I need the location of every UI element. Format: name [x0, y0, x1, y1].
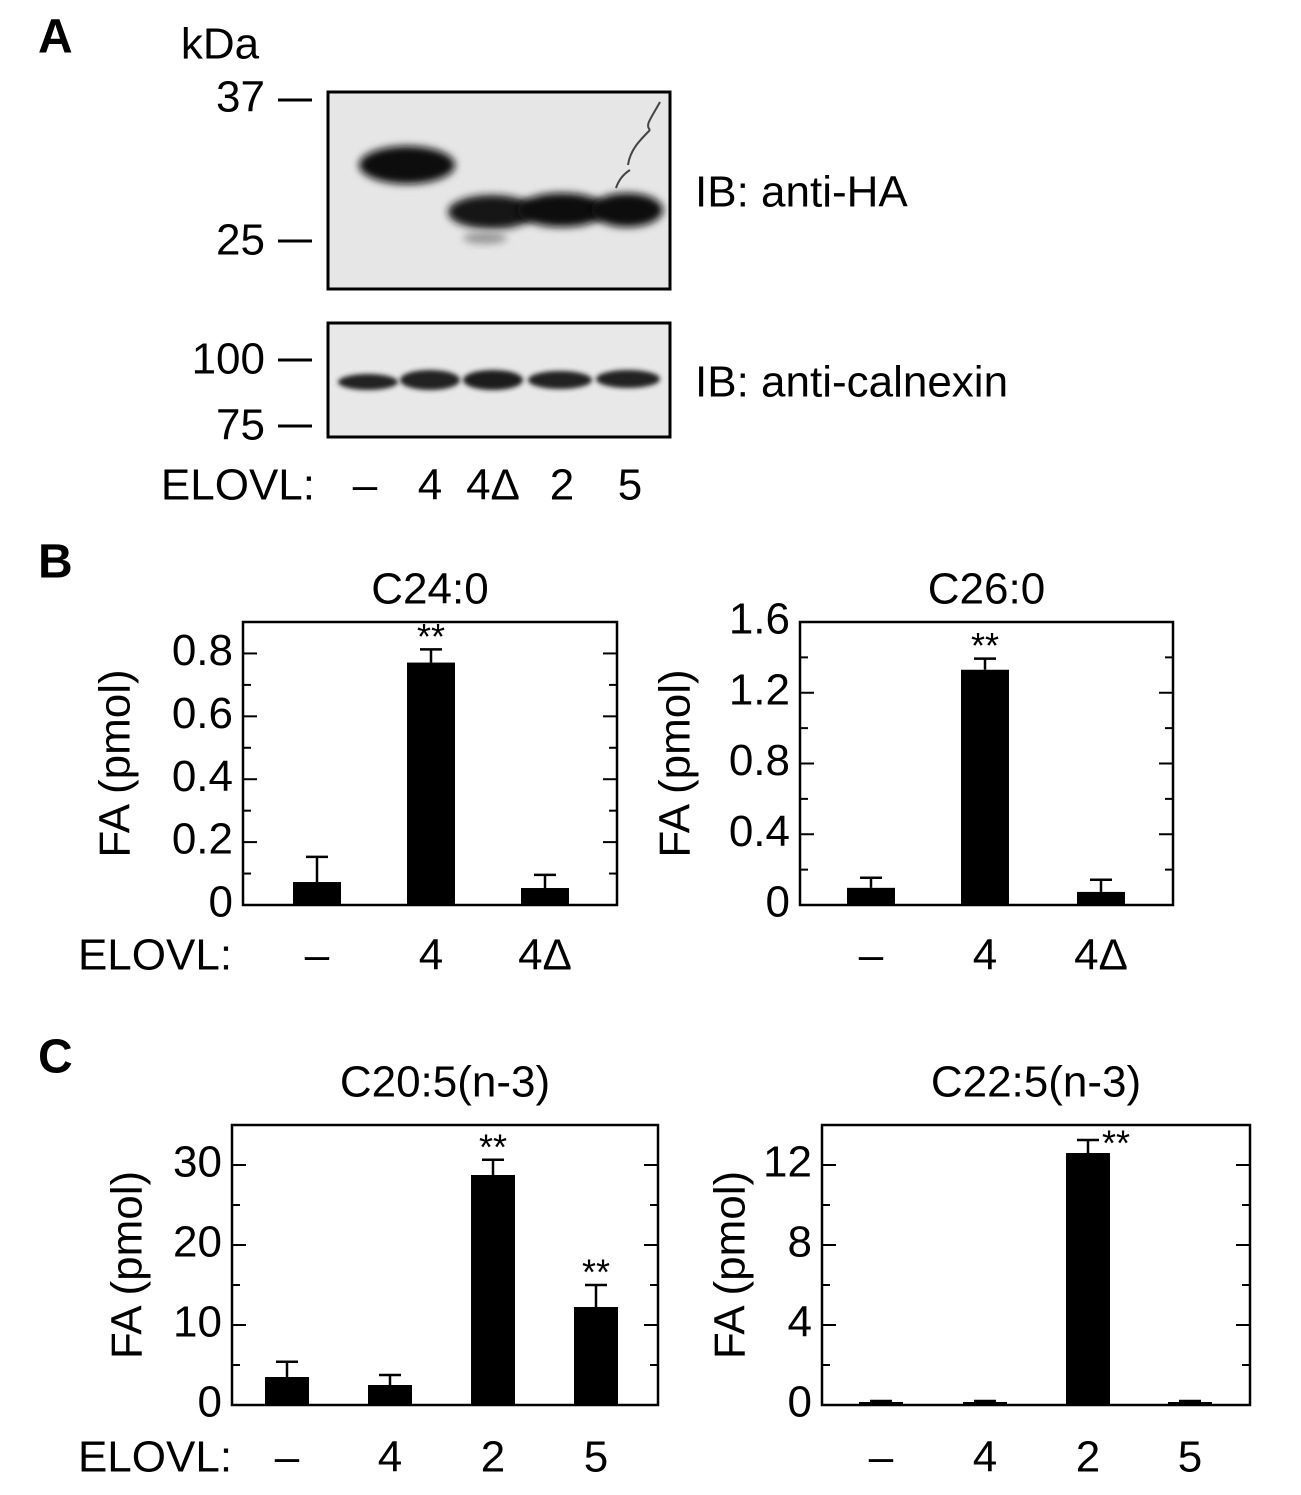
chart-title: C22:5(n-3)	[931, 1058, 1141, 1107]
bar	[293, 882, 341, 905]
bar	[574, 1307, 618, 1405]
significance: **	[417, 616, 445, 657]
marker-label: 75	[216, 401, 265, 450]
bar	[368, 1385, 412, 1405]
lane-label: 5	[618, 461, 642, 510]
y-tick-label: 12	[763, 1138, 812, 1187]
y-tick-label: 30	[173, 1138, 222, 1187]
bar	[859, 1402, 903, 1405]
y-tick-label: 0.4	[172, 752, 233, 801]
marker-label: 100	[192, 335, 265, 384]
marker-label: 37	[216, 73, 265, 122]
bar	[961, 669, 1009, 905]
marker-label: 25	[216, 216, 265, 265]
lane-label: 4Δ	[466, 461, 520, 510]
significance: **	[479, 1126, 507, 1167]
bar	[265, 1377, 309, 1405]
chart-title: C26:0	[928, 565, 1045, 614]
y-tick-label: 1.6	[729, 595, 790, 644]
x-tick-label: 4Δ	[518, 931, 572, 980]
y-tick-label: 10	[173, 1298, 222, 1347]
significance: **	[971, 625, 999, 666]
x-tick-label: 5	[1178, 1433, 1202, 1482]
x-tick-label: –	[869, 1433, 894, 1482]
lane-label: 4	[418, 461, 442, 510]
blot-unit: kDa	[181, 20, 260, 69]
panel-label: B	[38, 536, 73, 589]
chart-title: C20:5(n-3)	[340, 1058, 550, 1107]
y-axis-label: FA (pmol)	[706, 1171, 755, 1359]
y-tick-label: 0.8	[172, 626, 233, 675]
y-tick-label: 1.2	[729, 665, 790, 714]
lane-title: ELOVL:	[161, 461, 315, 510]
plot-frame	[230, 1123, 660, 1407]
blot-label: IB: anti-calnexin	[695, 358, 1008, 407]
y-tick-label: 8	[788, 1218, 812, 1267]
bar	[1066, 1153, 1110, 1405]
bar	[471, 1175, 515, 1405]
plot-frame	[820, 1123, 1252, 1407]
y-axis-label: FA (pmol)	[103, 1171, 152, 1359]
y-tick-label: 4	[788, 1298, 812, 1347]
x-tick-label: 4	[973, 1433, 997, 1482]
bar	[1168, 1402, 1212, 1405]
y-tick-label: 0	[209, 878, 233, 927]
x-axis-label: ELOVL:	[78, 1433, 232, 1482]
y-tick-label: 0.2	[172, 815, 233, 864]
bar	[847, 887, 895, 905]
lane-label: –	[353, 461, 378, 510]
x-tick-label: 4	[419, 931, 443, 980]
x-tick-label: –	[275, 1433, 300, 1482]
lane-label: 2	[550, 461, 574, 510]
blot-label: IB: anti-HA	[695, 168, 908, 217]
y-tick-label: 0	[198, 1378, 222, 1427]
significance: **	[1102, 1123, 1130, 1164]
bar	[1077, 891, 1125, 905]
y-axis-label: FA (pmol)	[651, 669, 700, 857]
significance: **	[582, 1252, 610, 1293]
x-tick-label: 2	[481, 1433, 505, 1482]
x-tick-label: 2	[1076, 1433, 1100, 1482]
blot-bottom	[326, 321, 672, 439]
x-tick-label: 4	[973, 931, 997, 980]
y-tick-label: 0.8	[729, 736, 790, 785]
y-tick-label: 0.4	[729, 807, 790, 856]
x-tick-label: 4	[378, 1433, 402, 1482]
chart-title: C24:0	[371, 565, 488, 614]
y-tick-label: 20	[173, 1218, 222, 1267]
blot-top	[326, 90, 672, 291]
x-tick-label: –	[305, 931, 330, 980]
y-axis-label: FA (pmol)	[91, 669, 140, 857]
y-tick-label: 0	[788, 1378, 812, 1427]
y-tick-label: 0	[766, 878, 790, 927]
y-tick-label: 0.6	[172, 689, 233, 738]
panel-label: A	[38, 11, 73, 64]
x-tick-label: 5	[584, 1433, 608, 1482]
x-axis-label: ELOVL:	[78, 931, 232, 980]
panel-label: C	[38, 1031, 73, 1084]
bar	[407, 662, 455, 905]
x-tick-label: –	[859, 931, 884, 980]
bar	[963, 1402, 1007, 1405]
bar	[521, 888, 569, 905]
x-tick-label: 4Δ	[1074, 931, 1128, 980]
